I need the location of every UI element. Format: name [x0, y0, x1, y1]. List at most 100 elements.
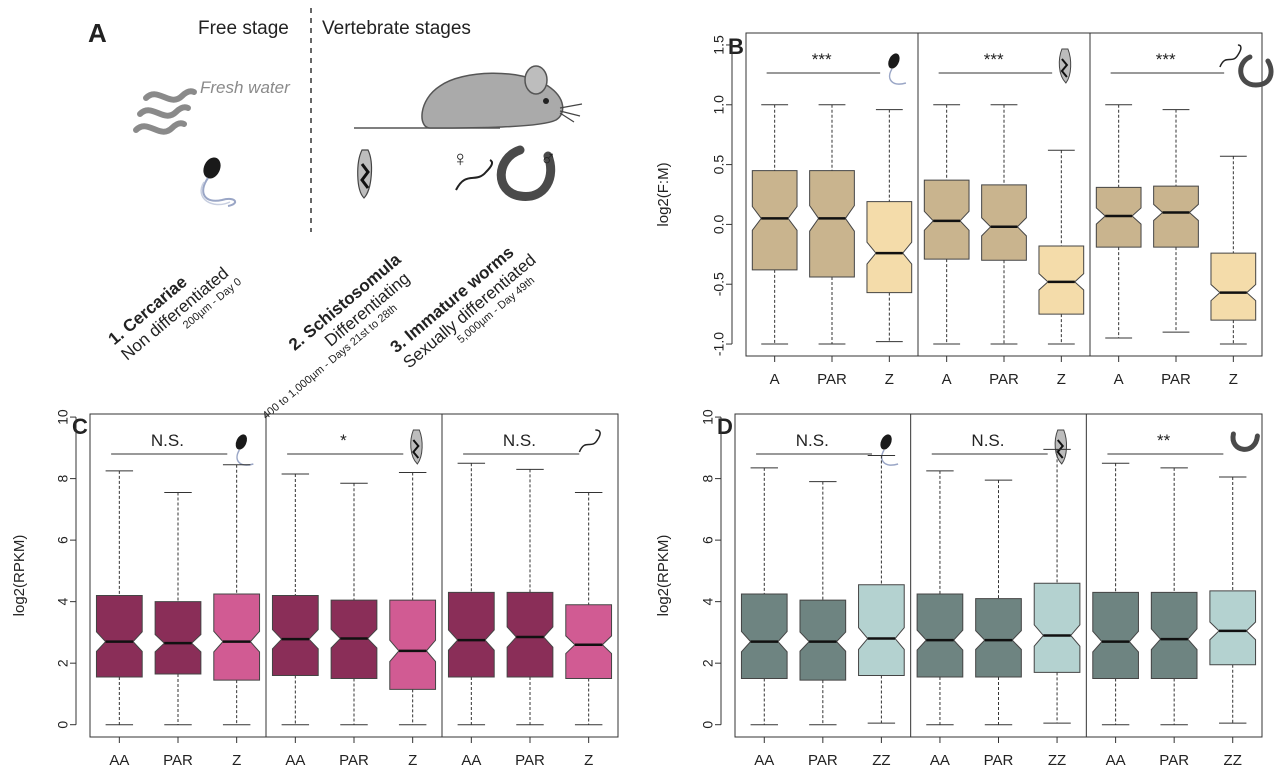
cercaria-icon: [880, 434, 892, 450]
x-tick-label: AA: [109, 752, 129, 769]
fresh-water-label: Fresh water: [200, 78, 290, 97]
y-tick-label: 0.5: [711, 155, 727, 175]
male-worm-icon: [1230, 431, 1260, 452]
x-tick-label: ZZ: [872, 752, 890, 769]
box-par: [506, 591, 554, 678]
box-zz: [858, 584, 905, 676]
box-par: [1150, 591, 1198, 680]
cercaria-icon: [888, 53, 900, 69]
box-z: [389, 599, 437, 690]
male-symbol: ♂: [540, 146, 557, 171]
cercaria-tail-icon: [236, 449, 254, 466]
x-tick-label: PAR: [1159, 752, 1189, 769]
x-tick-label: A: [770, 371, 780, 388]
y-tick-label: 6: [55, 536, 71, 544]
significance-label: ***: [984, 50, 1004, 69]
box-par: [799, 599, 847, 681]
box-aa: [740, 593, 788, 680]
cercaria-tail-icon: [888, 68, 907, 85]
box-a: [751, 170, 798, 271]
significance-label: **: [1157, 431, 1171, 450]
panel-c-label: C: [72, 414, 88, 439]
y-tick-label: 8: [700, 474, 716, 482]
y-tick-label: 0: [700, 721, 716, 729]
box-z: [866, 201, 913, 294]
y-tick-label: 10: [55, 409, 71, 425]
female-symbol: ♀: [452, 146, 469, 171]
vertebrate-stages-title: Vertebrate stages: [322, 18, 471, 39]
box-zz: [1209, 590, 1257, 666]
x-tick-label: Z: [1057, 371, 1066, 388]
x-tick-label: PAR: [984, 752, 1014, 769]
y-tick-label: 1.5: [711, 35, 727, 55]
box-par: [975, 598, 1022, 678]
mouse-icon: [354, 65, 583, 129]
box-aa: [271, 594, 319, 676]
box-z: [213, 593, 261, 681]
schistosomulum-mark-icon: [412, 439, 420, 459]
y-tick-label: 0.0: [711, 214, 727, 234]
x-tick-label: Z: [408, 752, 417, 769]
y-tick-label: 2: [55, 659, 71, 667]
significance-label: N.S.: [971, 431, 1004, 450]
y-tick-label: 8: [55, 474, 71, 482]
y-tick-label: 4: [55, 598, 71, 606]
male-worm-icon: [1238, 54, 1274, 88]
water-waves-icon: [133, 88, 197, 135]
y-tick-label: -0.5: [711, 272, 727, 296]
box-par: [1153, 185, 1199, 248]
y-tick-label: 0: [55, 721, 71, 729]
panel-a-label: A: [88, 18, 107, 48]
y-axis-label: log2(RPKM): [655, 535, 672, 617]
y-tick-label: 10: [700, 409, 716, 425]
cercaria-tail-icon: [881, 449, 899, 466]
cercaria-icon: [235, 434, 248, 450]
x-tick-label: AA: [930, 752, 950, 769]
x-tick-label: Z: [1229, 371, 1238, 388]
free-stage-title: Free stage: [198, 18, 289, 39]
y-axis-label: log2(F:M): [655, 162, 672, 226]
female-worm-icon: [578, 429, 601, 453]
box-par: [809, 170, 855, 278]
significance-label: ***: [1156, 50, 1176, 69]
lifecycle-illustration: [133, 8, 583, 232]
x-tick-label: A: [1114, 371, 1124, 388]
y-tick-label: 1.0: [711, 95, 727, 115]
panel-d-label: D: [717, 414, 733, 439]
female-worm-icon: [1219, 44, 1242, 68]
significance-label: N.S.: [151, 431, 184, 450]
schistosomulum-icon: [357, 149, 373, 199]
box-aa: [447, 591, 495, 678]
x-tick-label: PAR: [339, 752, 369, 769]
panel-b-label: B: [728, 34, 744, 59]
cercaria-icon: [200, 157, 237, 207]
x-tick-label: PAR: [1161, 371, 1191, 388]
schistosomulum-mark-icon: [1060, 58, 1069, 78]
x-tick-label: PAR: [808, 752, 838, 769]
box-z: [565, 604, 613, 680]
x-tick-label: PAR: [817, 371, 847, 388]
x-tick-label: AA: [285, 752, 305, 769]
x-tick-label: Z: [885, 371, 894, 388]
box-aa: [916, 593, 964, 678]
x-tick-label: ZZ: [1224, 752, 1242, 769]
x-tick-label: AA: [754, 752, 774, 769]
y-axis-label: log2(RPKM): [11, 535, 28, 617]
significance-label: N.S.: [503, 431, 536, 450]
x-tick-label: A: [942, 371, 952, 388]
x-tick-label: AA: [461, 752, 481, 769]
x-tick-label: Z: [584, 752, 593, 769]
box-z: [1210, 252, 1257, 321]
box-zz: [1033, 582, 1081, 673]
significance-label: ***: [812, 50, 832, 69]
worm-pair-icon: [455, 145, 556, 201]
box-par: [154, 601, 202, 675]
x-tick-label: PAR: [515, 752, 545, 769]
significance-label: *: [340, 431, 347, 450]
panel-a-lifecycle: A Free stage Vertebrate stages Fresh wat…: [0, 0, 640, 422]
y-tick-label: -1.0: [711, 332, 727, 356]
x-tick-label: Z: [232, 752, 241, 769]
box-par: [981, 184, 1027, 261]
